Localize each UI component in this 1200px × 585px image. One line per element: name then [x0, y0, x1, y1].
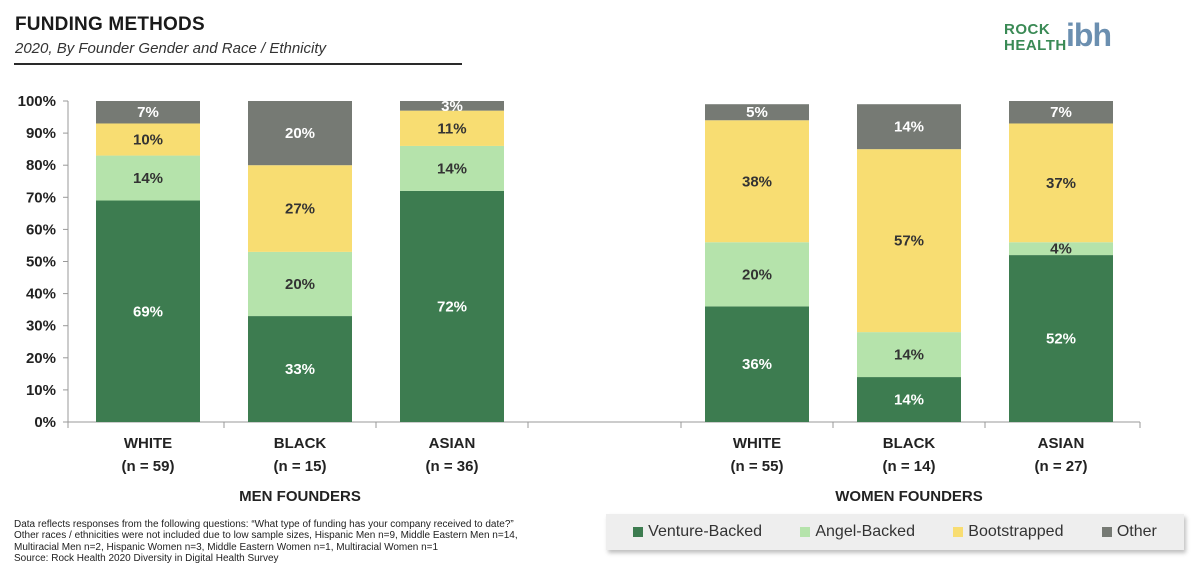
bar-segment: [1009, 123, 1113, 243]
legend-label: Other: [1116, 523, 1157, 540]
y-tick-label: 100%: [18, 93, 56, 110]
x-category-sample-size: (n = 14): [883, 458, 936, 475]
footnote-line: Other races / ethnicities were not inclu…: [14, 530, 518, 542]
chart-legend: Venture-Backed Angel-Backed Bootstrapped Ot…: [606, 514, 1184, 550]
legend-item: Venture-Backed: [633, 523, 762, 541]
data-label: 69%: [133, 303, 163, 320]
y-tick-label: 80%: [26, 157, 56, 174]
bar-segment: [96, 123, 200, 156]
y-tick-label: 20%: [26, 350, 56, 367]
chart-title: FUNDING METHODS: [15, 14, 205, 35]
bar-segment: [248, 165, 352, 252]
bar-segment: [400, 145, 504, 191]
data-label: 20%: [285, 276, 315, 293]
bar-segment: [1009, 255, 1113, 422]
bar-segment: [96, 101, 200, 124]
x-group-label: MEN FOUNDERS: [239, 488, 361, 505]
logo-text-health: HEALTH: [1004, 37, 1067, 54]
data-label: 14%: [894, 392, 924, 409]
rock-health-logo: ROCK HEALTH ibh: [1004, 18, 1124, 58]
legend-swatch: [800, 527, 811, 537]
data-label: 14%: [894, 119, 924, 136]
data-label: 10%: [133, 132, 163, 149]
bar-segment: [400, 190, 504, 422]
data-label: 27%: [285, 201, 315, 218]
x-category-sample-size: (n = 55): [731, 458, 784, 475]
data-label: 57%: [894, 233, 924, 250]
bar-segment: [1009, 242, 1113, 256]
legend-swatch: [633, 527, 644, 537]
bar-segment: [96, 155, 200, 201]
footnote-line: Data reflects responses from the followi…: [14, 519, 514, 530]
data-label: 52%: [1046, 331, 1076, 348]
data-label: 37%: [1046, 175, 1076, 192]
data-label: 33%: [285, 361, 315, 378]
x-category-label: WHITE: [124, 435, 172, 452]
data-label: 5%: [746, 104, 768, 121]
x-category-sample-size: (n = 59): [122, 458, 175, 475]
footnote-line: Multiracial Men n=2, Hispanic Women n=3,…: [14, 541, 439, 553]
data-label: 11%: [437, 120, 466, 137]
data-label: 7%: [1050, 104, 1072, 121]
stacked-bar-chart: 0% 10% 20% 30% 40% 50% 60% 70% 80% 90% 100% 69% 14% 1…: [18, 93, 1141, 505]
bar-segment: [96, 200, 200, 422]
x-category-sample-size: (n = 27): [1035, 458, 1088, 475]
data-label: 38%: [742, 173, 772, 190]
bar-segment: [705, 120, 809, 243]
logo-mark-ibh: ibh: [1066, 17, 1112, 53]
bar-segment: [857, 104, 961, 150]
legend-item: Angel-Backed: [800, 523, 915, 541]
footnote: Data reflects responses from the followi…: [14, 519, 594, 565]
x-category-sample-size: (n = 15): [274, 458, 327, 475]
legend-item: Other: [1101, 523, 1157, 541]
data-label: 14%: [133, 170, 163, 187]
bar-segment: [857, 149, 961, 333]
y-tick-label: 50%: [26, 254, 56, 271]
y-tick-label: 10%: [26, 382, 56, 399]
bar-segment: [400, 101, 504, 111]
y-tick-label: 70%: [26, 189, 56, 206]
bar-segment: [248, 251, 352, 317]
data-label: 14%: [894, 347, 924, 364]
x-category-sample-size: (n = 36): [426, 458, 479, 475]
bar-segment: [400, 110, 504, 146]
data-label: 36%: [742, 356, 772, 373]
data-label: 20%: [285, 125, 315, 142]
bar-segment: [705, 104, 809, 121]
chart-subtitle: 2020, By Founder Gender and Race / Ethni…: [15, 40, 327, 57]
bar-segment: [857, 377, 961, 422]
legend-label: Angel-Backed: [815, 523, 915, 540]
y-tick-label: 60%: [26, 221, 56, 238]
x-group-label: WOMEN FOUNDERS: [835, 488, 983, 505]
legend-label: Bootstrapped: [968, 523, 1064, 540]
x-category-label: BLACK: [274, 435, 327, 452]
data-label: 72%: [437, 298, 467, 315]
title-divider: [14, 63, 462, 65]
bar-segment: [248, 101, 352, 166]
footnote-source: Source: Rock Health 2020 Diversity in Di…: [14, 553, 279, 565]
data-label: 14%: [437, 160, 467, 177]
legend-swatch: [953, 527, 964, 537]
x-category-label: ASIAN: [1038, 435, 1085, 452]
data-label: 7%: [137, 104, 159, 121]
x-category-label: WHITE: [733, 435, 781, 452]
bar-segment: [1009, 101, 1113, 124]
y-tick-label: 30%: [26, 318, 56, 335]
y-tick-label: 90%: [26, 125, 56, 142]
legend-swatch: [1101, 527, 1112, 537]
data-label: 20%: [742, 266, 772, 283]
bar-segment: [705, 242, 809, 307]
y-tick-label: 40%: [26, 286, 56, 303]
bar-segment: [857, 332, 961, 378]
bar-segment: [705, 306, 809, 422]
data-label: 3%: [441, 98, 463, 115]
x-category-label: BLACK: [883, 435, 936, 452]
legend-item: Bootstrapped: [953, 523, 1063, 541]
x-category-label: ASIAN: [429, 435, 476, 452]
bar-segment: [248, 316, 352, 422]
data-label: 4%: [1050, 241, 1072, 258]
legend-label: Venture-Backed: [648, 523, 763, 540]
logo-text-rock: ROCK: [1004, 21, 1051, 38]
y-tick-label: 0%: [34, 414, 56, 431]
